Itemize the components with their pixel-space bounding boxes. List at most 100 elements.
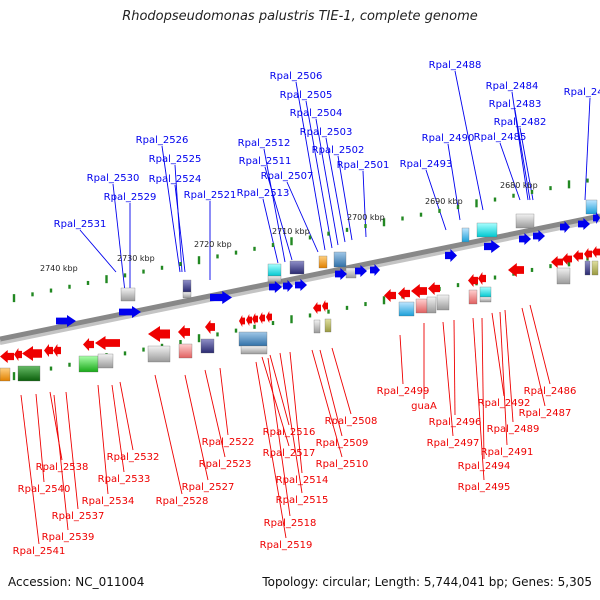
tick-mark-lower (327, 309, 330, 314)
tick-mark-lower (345, 305, 349, 310)
feature-box (238, 331, 268, 347)
reverse-gene-arrow (313, 302, 321, 314)
reverse-gene-arrow (252, 313, 258, 325)
tick-mark-lower (290, 315, 293, 324)
reverse-gene-arrow (239, 315, 245, 327)
feature-box (426, 296, 437, 314)
reverse-gene-arrow (573, 250, 583, 262)
tick-mark-lower (49, 366, 53, 371)
gene-label: Rpal_2485 (474, 132, 527, 143)
kbp-label: 2730 kbp (117, 254, 155, 263)
reverse-gene-arrow (259, 312, 265, 324)
reverse-gene-arrow (562, 253, 572, 265)
leader-line (504, 309, 514, 423)
reverse-gene-arrow (478, 272, 486, 285)
tick-mark-lower (12, 372, 16, 381)
reverse-gene-arrow (205, 320, 215, 334)
tick-mark-lower (123, 351, 127, 356)
forward-gene-arrow (484, 240, 500, 253)
leader-line (584, 97, 591, 201)
leader-line (521, 307, 546, 407)
leader-line (255, 361, 287, 539)
gene-label: Rpal_2521 (184, 190, 237, 201)
forward-gene-arrow (355, 265, 367, 277)
reverse-gene-arrow (398, 287, 410, 300)
feature-box (345, 267, 357, 279)
leader-line (491, 312, 505, 397)
tick-mark-upper (456, 205, 460, 210)
tick-mark-upper (68, 284, 71, 289)
tick-mark-lower (456, 283, 460, 288)
feature-box (120, 287, 136, 302)
gene-label: Rpal_2507 (261, 171, 314, 182)
leader-line (219, 367, 229, 436)
leader-line (315, 118, 339, 246)
tick-mark-lower (142, 347, 145, 352)
leader-line (111, 384, 125, 473)
feature-box (324, 318, 332, 333)
leader-line (184, 374, 209, 481)
feature-box (468, 289, 478, 305)
feature-box (436, 294, 450, 311)
feature-box (97, 353, 114, 369)
tick-mark-upper (142, 269, 145, 274)
tick-mark-upper (549, 186, 552, 191)
feature-box (461, 227, 470, 243)
gene-label: Rpal_2527 (182, 482, 235, 493)
leader-line (261, 356, 290, 447)
leader-line (453, 319, 456, 416)
feature-box (479, 296, 492, 303)
gene-label: Rpal_2518 (264, 518, 317, 529)
gene-label: Rpal_2491 (481, 447, 534, 458)
gene-label: Rpal_2487 (519, 408, 572, 419)
kbp-label: 2710 kbp (272, 227, 310, 236)
reverse-gene-arrow (592, 246, 600, 258)
genome-backbone (0, 213, 600, 345)
feature-boxes (0, 199, 599, 382)
gene-label: Rpal_2537 (52, 511, 105, 522)
tick-mark-upper (290, 237, 293, 246)
leader-line (337, 155, 353, 241)
forward-gene-arrow (578, 218, 590, 230)
gene-label: Rpal_2541 (13, 546, 66, 557)
feature-box (267, 263, 282, 277)
tick-mark-upper (493, 197, 497, 202)
tick-mark-upper (364, 224, 367, 229)
reverse-gene-arrow (0, 350, 14, 363)
gene-label: Rpal_2495 (458, 482, 511, 493)
reverse-gene-arrow (246, 314, 252, 326)
feature-box (556, 267, 571, 285)
leader-line (204, 369, 226, 458)
reverse-gene-arrow (14, 348, 22, 361)
backbone-line (0, 213, 600, 342)
leader-line (97, 384, 109, 495)
tick-mark-upper (179, 261, 182, 266)
feature-box (585, 199, 598, 215)
tick-mark-upper (123, 273, 127, 278)
gene-label: Rpal_2501 (337, 160, 390, 171)
tick-mark-upper (382, 218, 386, 227)
gene-label: Rpal_2504 (290, 108, 343, 119)
gene-label: Rpal_2519 (260, 540, 313, 551)
leader-line (499, 142, 521, 201)
gene-arrows (0, 212, 600, 363)
gene-label: Rpal_2531 (54, 219, 107, 230)
reverse-gene-arrow (22, 346, 42, 361)
feature-box (398, 301, 415, 317)
tick-mark-lower (271, 321, 275, 326)
feature-box (0, 367, 11, 382)
leader-line (425, 169, 447, 231)
reverse-gene-arrow (178, 325, 190, 339)
gene-labels: 2680 kbp 2690 kbp 2700 kbp 2710 kbp 2720 kbp… (13, 60, 600, 557)
reverse-gene-arrow (411, 284, 427, 298)
gene-label: Rpal_2524 (149, 174, 202, 185)
tick-mark-upper (345, 227, 349, 232)
gene-label: Rpal_2522 (202, 437, 255, 448)
leader-line (319, 349, 343, 437)
tick-mark-lower (234, 328, 238, 333)
leader-line (174, 164, 183, 273)
leader-line (174, 184, 186, 273)
tick-mark-upper (401, 216, 404, 221)
leader-line (529, 304, 551, 385)
